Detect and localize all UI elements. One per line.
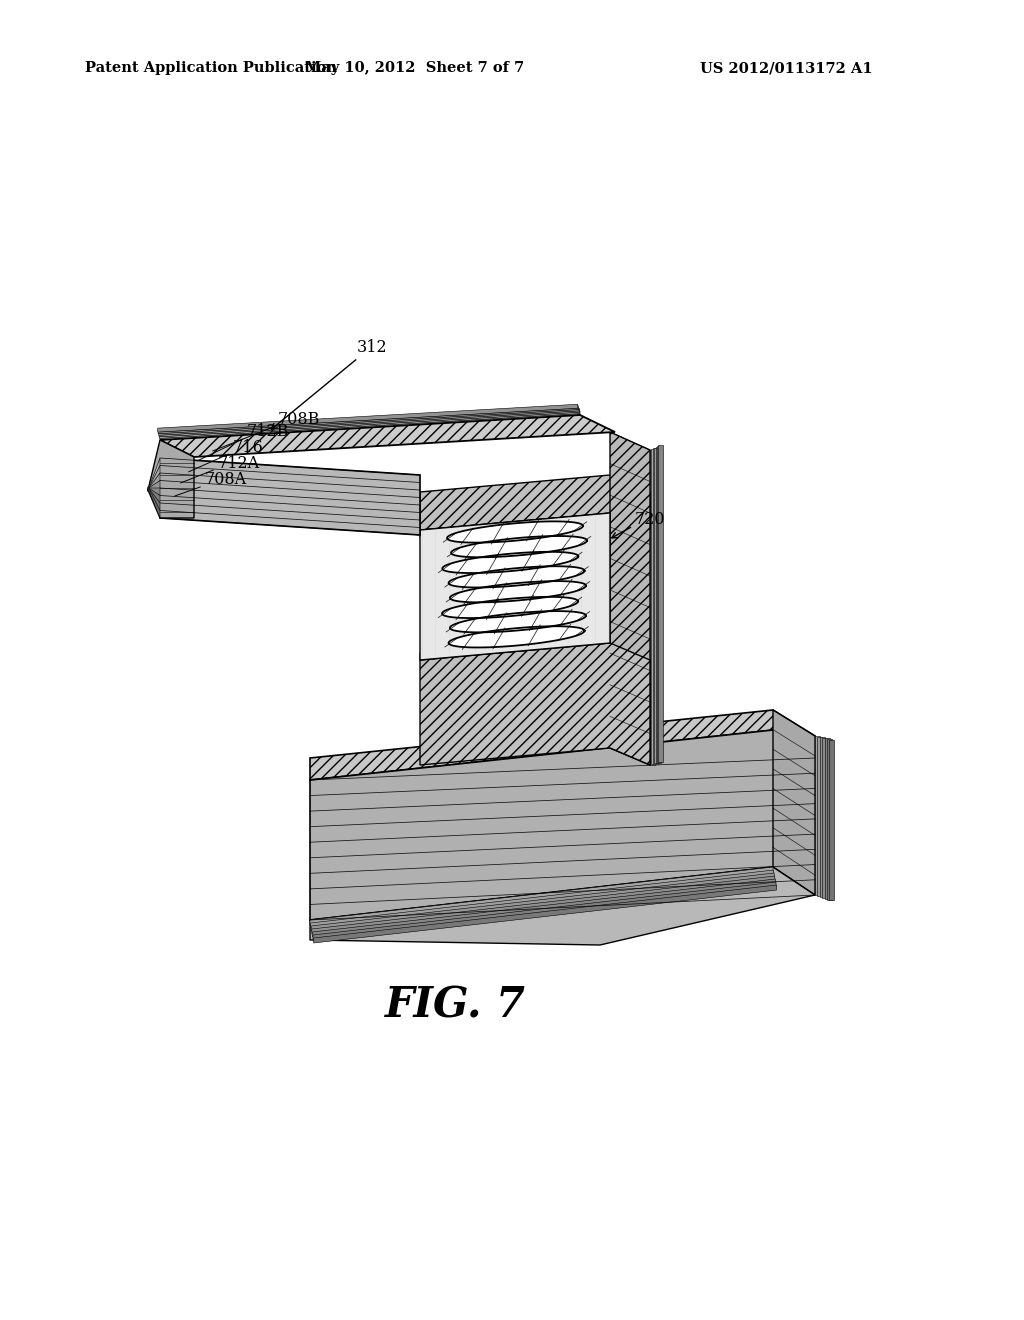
Polygon shape [656,446,662,762]
Polygon shape [310,730,815,920]
Polygon shape [159,407,579,436]
Polygon shape [773,710,815,895]
Polygon shape [312,879,775,937]
Polygon shape [148,480,160,491]
Polygon shape [148,473,160,491]
Polygon shape [310,867,815,945]
Polygon shape [160,458,420,535]
Polygon shape [610,432,650,766]
Polygon shape [652,449,657,764]
Polygon shape [452,536,587,557]
Polygon shape [311,873,774,931]
Text: May 10, 2012  Sheet 7 of 7: May 10, 2012 Sheet 7 of 7 [305,61,524,75]
Polygon shape [148,487,160,511]
Polygon shape [148,466,160,491]
Polygon shape [148,458,160,492]
Polygon shape [160,411,580,440]
Polygon shape [827,739,831,899]
Polygon shape [420,513,610,537]
Polygon shape [160,414,615,457]
Text: Patent Application Publication: Patent Application Publication [85,61,337,75]
Polygon shape [815,737,820,895]
Polygon shape [654,447,659,763]
Polygon shape [158,405,579,434]
Text: 716: 716 [233,438,264,455]
Text: 708A: 708A [205,471,247,488]
Polygon shape [310,870,773,928]
Polygon shape [313,884,776,942]
Polygon shape [447,521,583,543]
Polygon shape [449,566,585,587]
Polygon shape [311,876,775,935]
Polygon shape [450,581,586,602]
Text: 712B: 712B [247,424,290,441]
Polygon shape [158,404,578,432]
Polygon shape [829,739,835,900]
Polygon shape [420,531,427,653]
Polygon shape [148,487,160,503]
Polygon shape [442,597,578,618]
Polygon shape [420,475,650,531]
Polygon shape [148,487,160,517]
Polygon shape [650,450,655,766]
Polygon shape [148,440,194,517]
Polygon shape [449,626,585,648]
Polygon shape [442,552,579,573]
Polygon shape [310,710,815,780]
Polygon shape [824,738,829,899]
Text: FIG. 7: FIG. 7 [384,983,525,1026]
Polygon shape [651,449,656,764]
Polygon shape [310,867,773,925]
Polygon shape [822,738,827,898]
Polygon shape [820,737,824,896]
Polygon shape [160,409,580,438]
Polygon shape [655,446,660,763]
Polygon shape [313,882,776,940]
Polygon shape [420,636,610,660]
Polygon shape [420,643,650,766]
Text: 708B: 708B [278,412,321,429]
Polygon shape [658,445,664,762]
Text: 720: 720 [635,511,666,528]
Polygon shape [817,737,822,896]
Polygon shape [148,488,160,495]
Polygon shape [420,513,610,660]
Polygon shape [159,408,580,437]
Text: 312: 312 [356,339,387,356]
Polygon shape [450,611,586,632]
Text: 712A: 712A [218,454,260,471]
Text: US 2012/0113172 A1: US 2012/0113172 A1 [700,61,872,75]
